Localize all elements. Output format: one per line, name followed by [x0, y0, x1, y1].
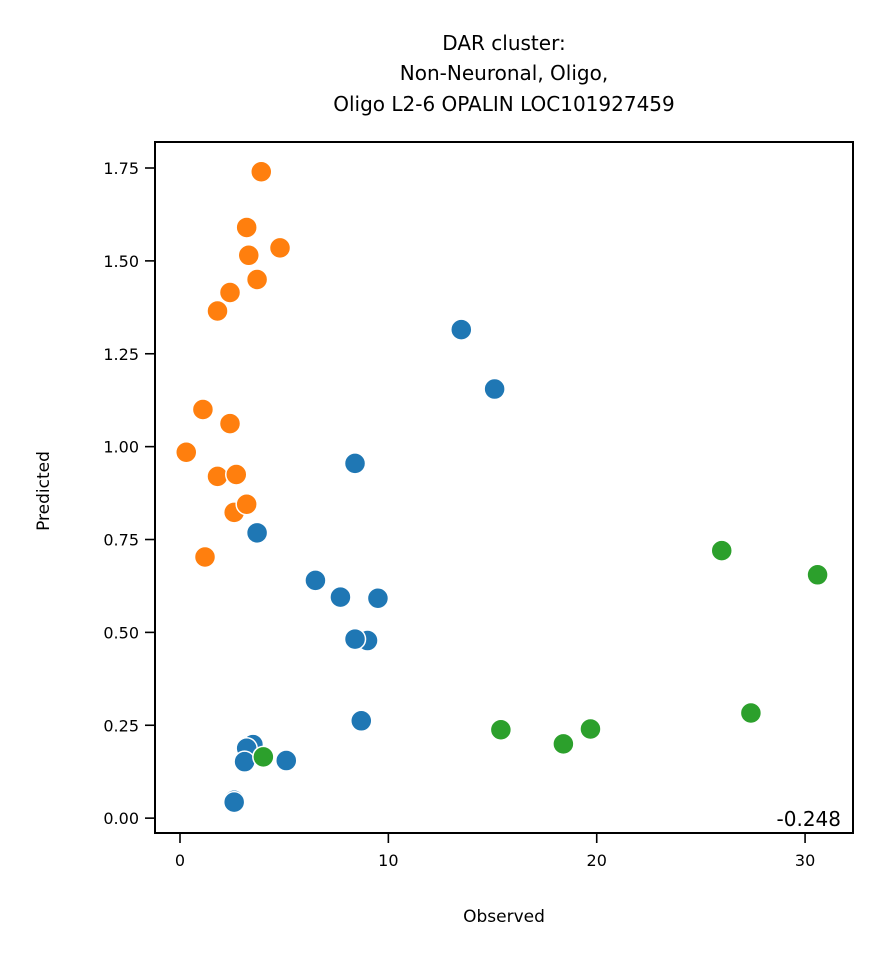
- data-point-series-3: [710, 539, 733, 562]
- y-tick-label: 0.25: [103, 716, 139, 735]
- data-point-series-2: [343, 452, 367, 475]
- data-point-series-1: [245, 268, 269, 291]
- data-point-series-2: [233, 750, 256, 773]
- chart-title-line-2: Non-Neuronal, Oligo,: [400, 61, 608, 85]
- data-point-series-1: [235, 492, 258, 516]
- data-points: [175, 160, 829, 814]
- data-point-series-2: [222, 790, 246, 814]
- data-point-series-1: [268, 236, 292, 260]
- data-point-series-3: [739, 701, 763, 725]
- data-point-series-1: [206, 299, 229, 323]
- data-point-series-2: [275, 749, 298, 772]
- data-point-series-3: [806, 563, 829, 587]
- data-point-series-1: [206, 465, 229, 488]
- x-tick-label: 0: [175, 851, 185, 870]
- correlation-annotation: -0.248: [777, 807, 841, 831]
- x-tick-label: 30: [795, 851, 815, 870]
- data-point-series-1: [193, 545, 217, 569]
- data-point-series-3: [489, 718, 513, 741]
- data-point-series-2: [304, 569, 327, 592]
- chart-title-line-1: DAR cluster:: [442, 31, 565, 55]
- data-point-series-2: [450, 318, 473, 341]
- data-point-series-1: [218, 412, 242, 435]
- data-point-series-2: [245, 521, 269, 545]
- y-tick-label: 0.75: [103, 531, 139, 550]
- data-point-series-2: [350, 709, 373, 733]
- x-axis-label: Observed: [463, 907, 545, 927]
- data-point-series-2: [366, 586, 390, 610]
- y-tick-label: 1.25: [103, 345, 139, 364]
- data-point-series-2: [329, 585, 352, 609]
- data-point-series-2: [343, 627, 367, 651]
- data-point-series-3: [552, 732, 575, 756]
- x-tick-label: 20: [587, 851, 607, 870]
- data-point-series-1: [237, 244, 261, 267]
- y-tick-label: 1.75: [103, 159, 139, 178]
- x-axis-ticks: 0 10 20 30: [175, 833, 815, 870]
- y-axis-ticks: 0.00 0.25 0.50 0.75 1.00 1.25 1.50 1.75: [103, 159, 155, 828]
- data-point-series-2: [483, 377, 506, 401]
- chart-title-line-3: Oligo L2-6 OPALIN LOC101927459: [333, 92, 675, 116]
- data-point-series-1: [191, 398, 215, 421]
- y-tick-label: 1.50: [103, 252, 139, 271]
- y-axis-label: Predicted: [34, 451, 54, 531]
- data-point-series-3: [252, 745, 275, 769]
- data-point-series-1: [250, 160, 273, 183]
- data-point-series-1: [225, 463, 248, 486]
- data-point-series-3: [579, 717, 602, 741]
- data-point-series-1: [218, 281, 242, 304]
- chart-title: DAR cluster: Non-Neuronal, Oligo, Oligo …: [333, 31, 675, 116]
- y-tick-label: 0.50: [103, 623, 139, 642]
- x-tick-label: 10: [378, 851, 398, 870]
- y-tick-label: 0.00: [103, 809, 139, 828]
- data-point-series-1: [175, 440, 198, 464]
- data-point-series-1: [235, 216, 258, 239]
- plot-area-frame: [154, 141, 854, 834]
- y-tick-label: 1.00: [103, 438, 139, 457]
